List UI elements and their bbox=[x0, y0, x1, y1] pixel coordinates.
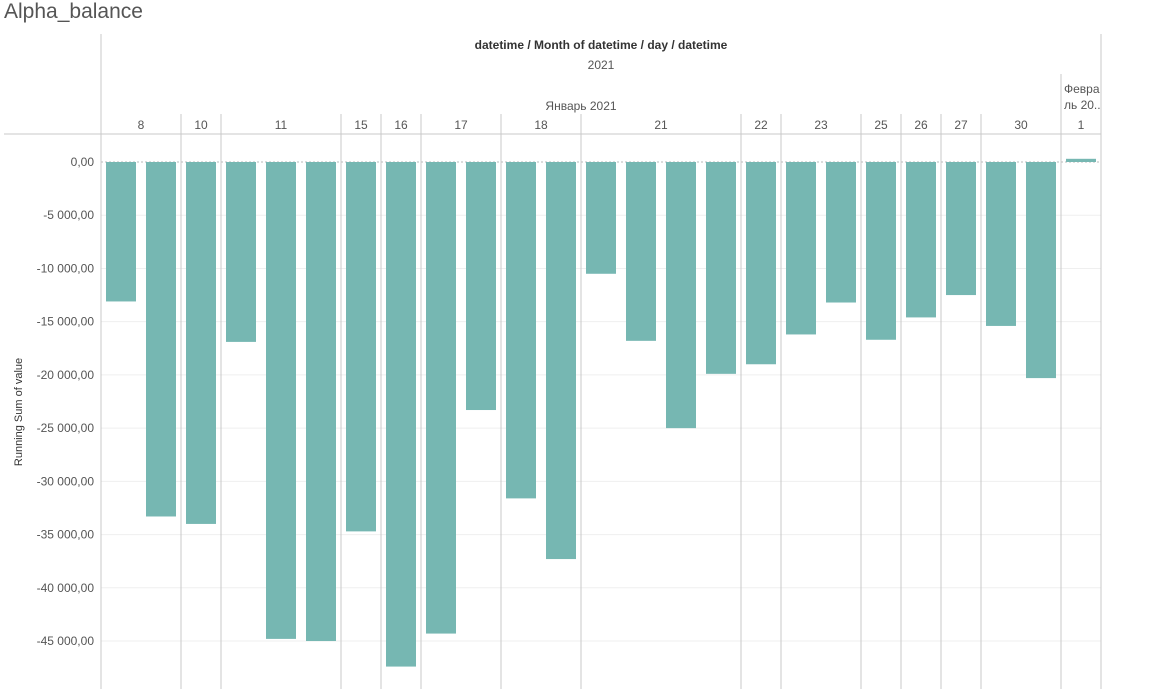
day-label: 23 bbox=[814, 118, 828, 132]
day-label: 8 bbox=[138, 118, 145, 132]
y-tick-label: -10 000,00 bbox=[37, 261, 95, 275]
day-label: 22 bbox=[754, 118, 768, 132]
year-label: 2021 bbox=[588, 58, 615, 72]
bar bbox=[866, 162, 896, 340]
bar bbox=[266, 162, 296, 639]
day-label: 1 bbox=[1078, 118, 1085, 132]
day-label: 30 bbox=[1014, 118, 1028, 132]
sheet-title: Alpha_balance bbox=[4, 0, 143, 23]
bar bbox=[226, 162, 256, 342]
y-tick-label: -40 000,00 bbox=[37, 581, 95, 595]
bar bbox=[826, 162, 856, 303]
y-tick-label: -25 000,00 bbox=[37, 421, 95, 435]
day-label: 26 bbox=[914, 118, 928, 132]
day-label: 16 bbox=[394, 118, 408, 132]
bar bbox=[946, 162, 976, 296]
bar bbox=[386, 162, 416, 667]
day-label: 10 bbox=[194, 118, 208, 132]
day-label: 18 bbox=[534, 118, 548, 132]
bar bbox=[426, 162, 456, 634]
day-label: 27 bbox=[954, 118, 968, 132]
month-label: Февра bbox=[1064, 82, 1100, 96]
bar bbox=[666, 162, 696, 429]
bar bbox=[106, 162, 136, 302]
bar bbox=[746, 162, 776, 365]
bar bbox=[986, 162, 1016, 326]
day-label: 11 bbox=[275, 118, 288, 132]
bar bbox=[466, 162, 496, 411]
y-tick-label: -45 000,00 bbox=[37, 634, 95, 648]
y-tick-label: -20 000,00 bbox=[37, 368, 95, 382]
day-label: 17 bbox=[454, 118, 468, 132]
bar bbox=[1066, 158, 1096, 162]
bar bbox=[306, 162, 336, 642]
bar bbox=[706, 162, 736, 374]
y-tick-label: -5 000,00 bbox=[43, 208, 94, 222]
y-tick-label: -35 000,00 bbox=[37, 528, 95, 542]
day-label: 25 bbox=[874, 118, 888, 132]
bar bbox=[1026, 162, 1056, 379]
column-header: datetime / Month of datetime / day / dat… bbox=[475, 38, 728, 52]
day-label: 15 bbox=[354, 118, 368, 132]
bar bbox=[506, 162, 536, 499]
bar bbox=[186, 162, 216, 524]
bar bbox=[586, 162, 616, 274]
bar bbox=[626, 162, 656, 341]
month-label: ль 20.. bbox=[1064, 98, 1101, 112]
bar bbox=[786, 162, 816, 335]
y-tick-label: -30 000,00 bbox=[37, 474, 95, 488]
y-tick-label: -15 000,00 bbox=[37, 315, 95, 329]
bar bbox=[146, 162, 176, 517]
y-axis-label: Running Sum of value bbox=[13, 358, 25, 466]
bar bbox=[546, 162, 576, 560]
bar bbox=[346, 162, 376, 532]
month-label: Январь 2021 bbox=[545, 99, 616, 113]
bar bbox=[906, 162, 936, 318]
day-label: 21 bbox=[654, 118, 668, 132]
y-tick-label: 0,00 bbox=[71, 155, 95, 169]
